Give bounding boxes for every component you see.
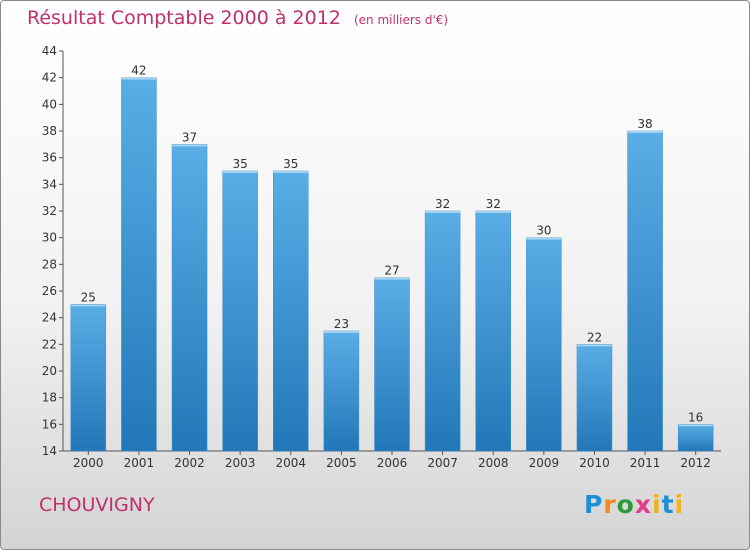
bar-value-label: 35	[233, 157, 248, 171]
bar-highlight	[172, 144, 208, 147]
bar-highlight	[627, 131, 663, 133]
y-tick-label: 24	[42, 311, 57, 325]
bar	[323, 330, 360, 452]
y-tick-label: 30	[42, 231, 57, 245]
y-tick-label: 34	[42, 177, 57, 191]
x-tick-label: 2012	[680, 456, 711, 470]
chart-title-unit: (en milliers d'€)	[353, 13, 449, 27]
y-tick-label: 32	[42, 204, 57, 218]
chart-labels: 25 42 37 35 35 23 27 32 32 30 22 38 16	[81, 64, 704, 425]
bar-highlight	[121, 77, 157, 80]
y-tick-label: 18	[42, 391, 57, 405]
bar-highlight	[475, 211, 511, 213]
bar	[121, 77, 157, 452]
y-tick-label: 28	[42, 257, 57, 271]
bar	[70, 304, 107, 452]
x-tick-label: 2001	[124, 456, 155, 470]
bar	[526, 237, 562, 452]
y-tick-label: 38	[42, 124, 57, 138]
y-tick-label: 26	[42, 284, 57, 298]
chart-title-main: Résultat Comptable 2000 à 2012	[27, 7, 341, 29]
y-tick-label: 16	[42, 417, 57, 431]
bar-value-label: 35	[283, 157, 298, 171]
x-tick-label: 2008	[478, 456, 509, 470]
bar-value-label: 25	[81, 290, 96, 304]
bar-highlight	[374, 277, 410, 280]
proxiti-logo: Proxiti	[584, 490, 685, 519]
bar	[677, 424, 714, 452]
bar	[222, 170, 258, 452]
x-tick-label: 2011	[630, 456, 661, 470]
bar-highlight	[576, 344, 612, 347]
bar	[374, 277, 410, 452]
bar	[171, 144, 208, 452]
location-name: CHOUVIGNY	[39, 494, 155, 516]
x-tick-label: 2004	[275, 456, 306, 470]
bar	[627, 130, 663, 452]
bar-highlight	[678, 424, 714, 427]
x-tick-label: 2009	[529, 456, 560, 470]
y-tick-label: 14	[42, 444, 57, 458]
y-tick-label: 42	[42, 71, 57, 85]
x-tick-label: 2005	[326, 456, 357, 470]
bar	[576, 344, 613, 452]
x-tick-label: 2006	[377, 456, 408, 470]
bar-value-label: 30	[536, 224, 551, 238]
y-tick-label: 40	[42, 97, 57, 111]
y-tick-label: 44	[42, 44, 57, 58]
bar	[273, 170, 309, 452]
bar-value-label: 42	[131, 64, 146, 78]
x-tick-label: 2003	[225, 456, 256, 470]
bar	[424, 210, 461, 452]
chart-bars	[70, 77, 714, 452]
y-tick-label: 22	[42, 337, 57, 351]
x-tick-label: 2000	[73, 456, 104, 470]
x-tick-label: 2010	[579, 456, 610, 470]
y-tick-label: 36	[42, 151, 57, 165]
bar-highlight	[526, 237, 562, 240]
bar-value-label: 38	[637, 117, 652, 131]
bar-value-label: 32	[486, 197, 501, 211]
y-tick-label: 20	[42, 364, 57, 378]
bar-value-label: 27	[384, 264, 399, 278]
chart-title: Résultat Comptable 2000 à 2012 (en milli…	[27, 7, 448, 29]
bar	[475, 210, 511, 452]
bar-value-label: 37	[182, 130, 197, 144]
bar-highlight	[222, 171, 258, 173]
bar-value-label: 16	[688, 410, 703, 424]
x-tick-label: 2002	[174, 456, 205, 470]
x-tick-label: 2007	[427, 456, 458, 470]
bar-value-label: 22	[587, 330, 602, 344]
bar-highlight	[70, 304, 106, 307]
bar-highlight	[323, 331, 359, 333]
bar-highlight	[425, 211, 461, 213]
bar-highlight	[273, 171, 309, 173]
bar-value-label: 32	[435, 197, 450, 211]
bar-value-label: 23	[334, 317, 349, 331]
